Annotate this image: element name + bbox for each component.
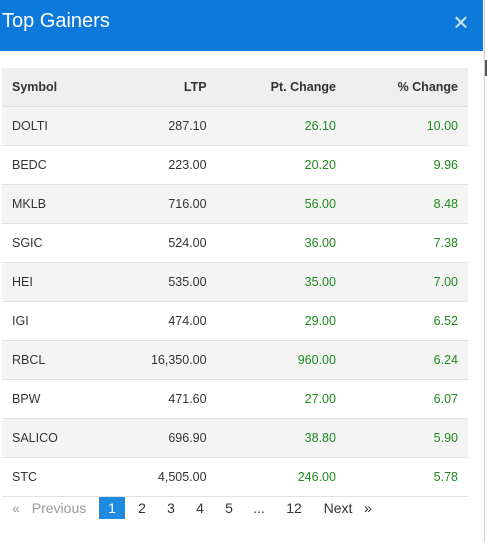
cell-pct-change: 9.96: [345, 145, 468, 185]
cell-pt-change: 20.20: [216, 145, 346, 185]
page-link-12[interactable]: 12: [286, 500, 302, 516]
cell-symbol: SALICO: [2, 418, 102, 458]
cell-pt-change: 27.00: [216, 379, 346, 419]
top-gainers-table: Symbol LTP Pt. Change % Change DOLTI 287.…: [2, 68, 468, 497]
cell-symbol: BEDC: [2, 145, 102, 185]
col-symbol[interactable]: Symbol: [2, 68, 102, 107]
cell-pt-change: 246.00: [216, 457, 346, 497]
page-link-5[interactable]: 5: [225, 500, 233, 516]
page-ellipsis: ...: [253, 500, 265, 516]
cell-pt-change: 29.00: [216, 301, 346, 341]
cell-ltp: 4,505.00: [101, 457, 217, 497]
table-row[interactable]: MKLB 716.00 56.00 8.48: [2, 184, 468, 224]
modal-right-border: [484, 0, 485, 542]
col-ltp[interactable]: LTP: [101, 68, 217, 107]
cell-pct-change: 5.90: [345, 418, 468, 458]
cell-ltp: 223.00: [101, 145, 217, 185]
cell-ltp: 16,350.00: [101, 340, 217, 380]
cell-pct-change: 7.00: [345, 262, 468, 302]
cell-ltp: 716.00: [101, 184, 217, 224]
cell-ltp: 535.00: [101, 262, 217, 302]
cell-pct-change: 8.48: [345, 184, 468, 224]
table-row[interactable]: IGI 474.00 29.00 6.52: [2, 301, 468, 341]
cell-pct-change: 6.52: [345, 301, 468, 341]
cell-pct-change: 7.38: [345, 223, 468, 263]
table-row[interactable]: HEI 535.00 35.00 7.00: [2, 262, 468, 302]
page-link-4[interactable]: 4: [196, 500, 204, 516]
page-link-2[interactable]: 2: [138, 500, 146, 516]
table-header-row: Symbol LTP Pt. Change % Change: [2, 68, 468, 107]
table-row[interactable]: DOLTI 287.10 26.10 10.00: [2, 106, 468, 146]
cell-symbol: RBCL: [2, 340, 102, 380]
cell-pt-change: 26.10: [216, 106, 346, 146]
cell-pt-change: 960.00: [216, 340, 346, 380]
table-row[interactable]: BPW 471.60 27.00 6.07: [2, 379, 468, 419]
page-link-1[interactable]: 1: [99, 497, 125, 519]
cell-symbol: IGI: [2, 301, 102, 341]
cell-ltp: 474.00: [101, 301, 217, 341]
col-pct-change[interactable]: % Change: [345, 68, 468, 107]
prev-page-link[interactable]: Previous: [31, 500, 87, 516]
cell-pt-change: 38.80: [216, 418, 346, 458]
page-link-3[interactable]: 3: [167, 500, 175, 516]
modal-header: Top Gainers ×: [0, 0, 483, 51]
cell-pct-change: 10.00: [345, 106, 468, 146]
close-icon[interactable]: ×: [453, 7, 469, 37]
cell-pct-change: 6.07: [345, 379, 468, 419]
cell-symbol: HEI: [2, 262, 102, 302]
cell-pct-change: 6.24: [345, 340, 468, 380]
table-row[interactable]: STC 4,505.00 246.00 5.78: [2, 457, 468, 497]
next-arrow-icon[interactable]: »: [364, 500, 372, 516]
col-pt-change[interactable]: Pt. Change: [216, 68, 346, 107]
table-row[interactable]: SGIC 524.00 36.00 7.38: [2, 223, 468, 263]
cell-symbol: SGIC: [2, 223, 102, 263]
modal-title: Top Gainers: [2, 10, 110, 32]
cell-pt-change: 36.00: [216, 223, 346, 263]
cell-ltp: 287.10: [101, 106, 217, 146]
cell-symbol: DOLTI: [2, 106, 102, 146]
cell-pt-change: 56.00: [216, 184, 346, 224]
table-row[interactable]: RBCL 16,350.00 960.00 6.24: [2, 340, 468, 380]
cell-ltp: 524.00: [101, 223, 217, 263]
next-page-link[interactable]: Next: [323, 500, 353, 516]
cell-pct-change: 5.78: [345, 457, 468, 497]
scrollbar-tick: [485, 60, 487, 76]
table-row[interactable]: SALICO 696.90 38.80 5.90: [2, 418, 468, 458]
cell-symbol: MKLB: [2, 184, 102, 224]
cell-ltp: 471.60: [101, 379, 217, 419]
prev-arrow-icon[interactable]: «: [12, 500, 20, 516]
cell-symbol: STC: [2, 457, 102, 497]
cell-ltp: 696.90: [101, 418, 217, 458]
table-row[interactable]: BEDC 223.00 20.20 9.96: [2, 145, 468, 185]
cell-symbol: BPW: [2, 379, 102, 419]
cell-pt-change: 35.00: [216, 262, 346, 302]
